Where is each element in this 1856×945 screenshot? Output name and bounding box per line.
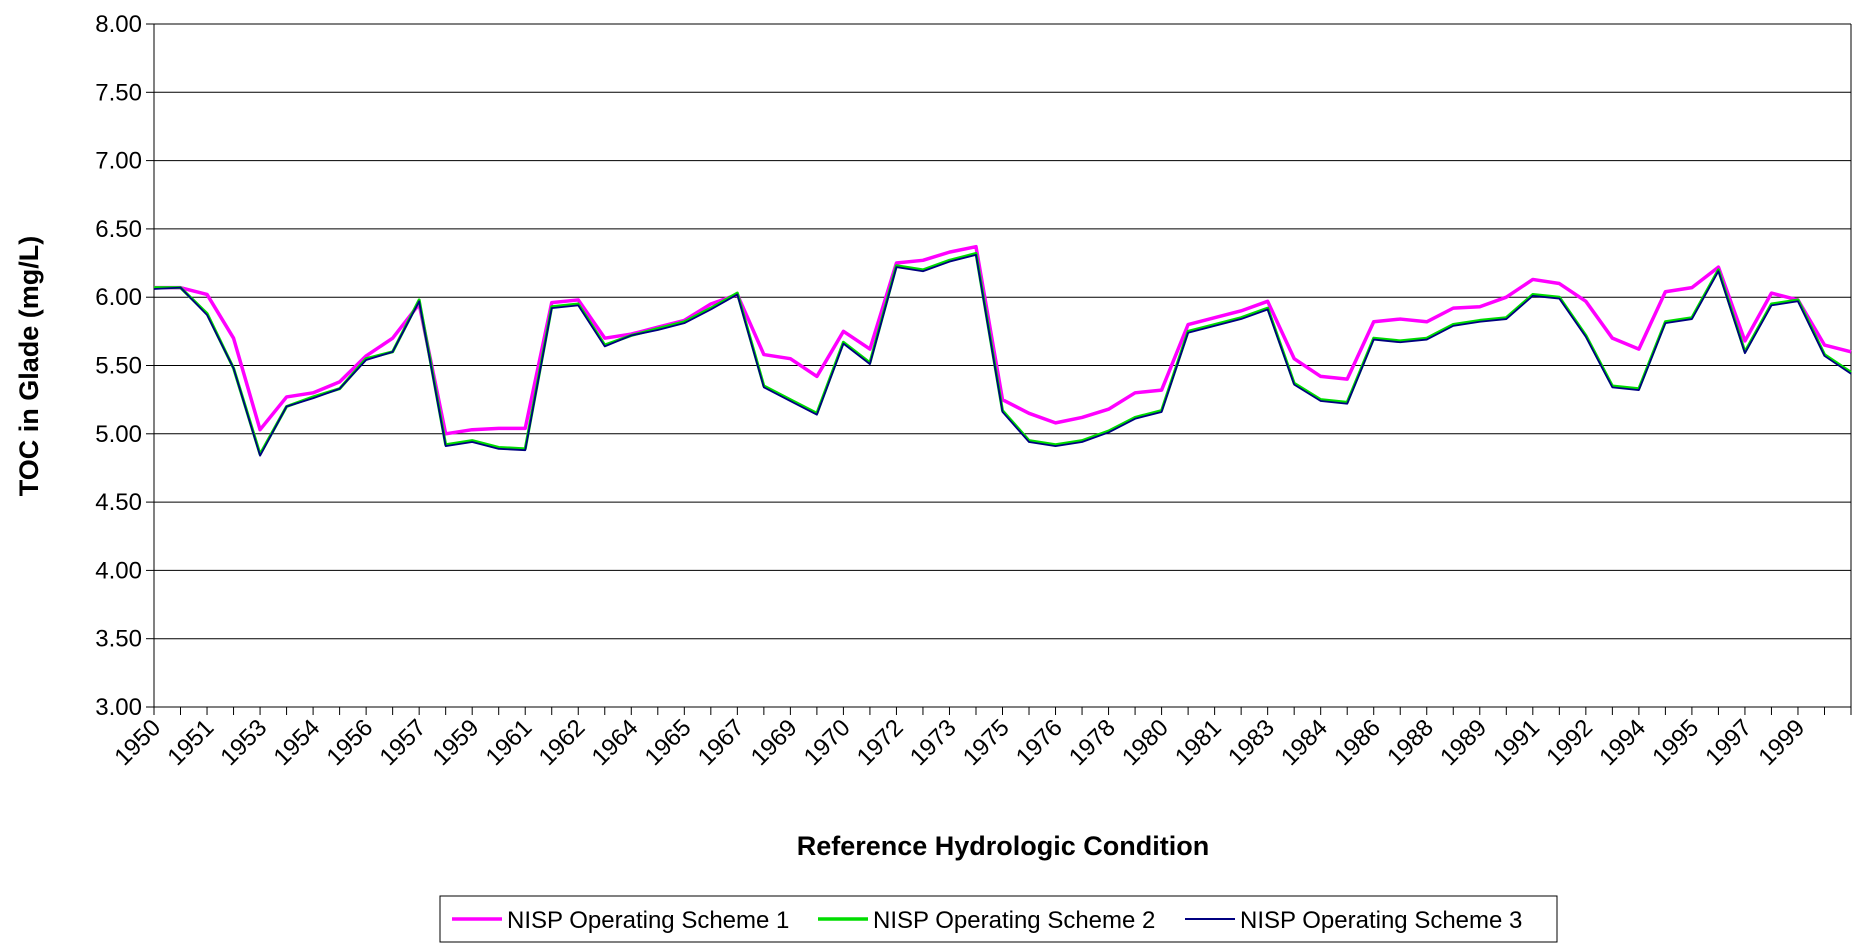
x-tick-label: 1967 <box>693 714 750 771</box>
x-tick-label: 1969 <box>746 714 803 771</box>
x-tick-label: 1980 <box>1117 714 1174 771</box>
y-tick-label: 4.00 <box>95 557 142 584</box>
x-tick-label: 1992 <box>1541 714 1598 771</box>
x-tick-label: 1994 <box>1594 714 1651 771</box>
x-tick-label: 1984 <box>1276 714 1333 771</box>
x-axis-title: Reference Hydrologic Condition <box>797 831 1210 861</box>
legend-box <box>439 895 1558 943</box>
x-tick-label: 1989 <box>1435 714 1492 771</box>
legend-label: NISP Operating Scheme 3 <box>1240 907 1522 934</box>
y-tick-label: 5.00 <box>95 421 142 448</box>
x-tick-label: 1951 <box>162 714 219 771</box>
x-tick-label: 1976 <box>1011 714 1068 771</box>
legend-label: NISP Operating Scheme 2 <box>873 907 1155 934</box>
x-tick-label: 1962 <box>534 714 591 771</box>
x-tick-label: 1983 <box>1223 714 1280 771</box>
x-tick-label: 1965 <box>640 714 697 771</box>
x-tick-label: 1959 <box>428 714 485 771</box>
x-tick-label: 1986 <box>1329 714 1386 771</box>
x-tick-label: 1991 <box>1488 714 1545 771</box>
y-tick-label: 6.00 <box>95 284 142 311</box>
y-tick-label: 7.00 <box>95 148 142 175</box>
y-axis-title: TOC in Glade (mg/L) <box>14 236 44 497</box>
series-line <box>154 251 1852 456</box>
x-tick-label: 1973 <box>905 714 962 771</box>
x-tick-label: 1997 <box>1700 714 1757 771</box>
y-tick-label: 6.50 <box>95 216 142 243</box>
legend-label: NISP Operating Scheme 1 <box>507 907 789 934</box>
x-tick-label: 1970 <box>799 714 856 771</box>
x-tick-label: 1950 <box>109 714 166 771</box>
x-tick-label: 1953 <box>215 714 272 771</box>
x-tick-label: 1978 <box>1064 714 1121 771</box>
y-tick-label: 3.00 <box>95 694 142 721</box>
x-tick-label: 1954 <box>268 714 325 771</box>
x-tick-label: 1999 <box>1753 714 1810 771</box>
x-tick-label: 1957 <box>375 714 432 771</box>
y-tick-label: 3.50 <box>95 626 142 653</box>
x-tick-label: 1995 <box>1647 714 1704 771</box>
y-tick-label: 8.00 <box>95 11 142 38</box>
x-tick-label: 1956 <box>322 714 379 771</box>
x-tick-label: 1981 <box>1170 714 1227 771</box>
x-tick-label: 1972 <box>852 714 909 771</box>
y-tick-label: 4.50 <box>95 489 142 516</box>
x-tick-label: 1961 <box>481 714 538 771</box>
x-tick-label: 1964 <box>587 714 644 771</box>
x-tick-label: 1975 <box>958 714 1015 771</box>
series-line <box>153 253 1852 457</box>
x-tick-label: 1988 <box>1382 714 1439 771</box>
y-tick-label: 5.50 <box>95 353 142 380</box>
y-tick-label: 7.50 <box>95 79 142 106</box>
